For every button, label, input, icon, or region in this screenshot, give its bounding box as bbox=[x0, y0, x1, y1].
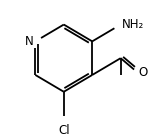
Text: NH₂: NH₂ bbox=[122, 18, 144, 31]
Text: O: O bbox=[139, 66, 148, 79]
Text: N: N bbox=[25, 35, 34, 48]
Text: Cl: Cl bbox=[58, 124, 70, 137]
